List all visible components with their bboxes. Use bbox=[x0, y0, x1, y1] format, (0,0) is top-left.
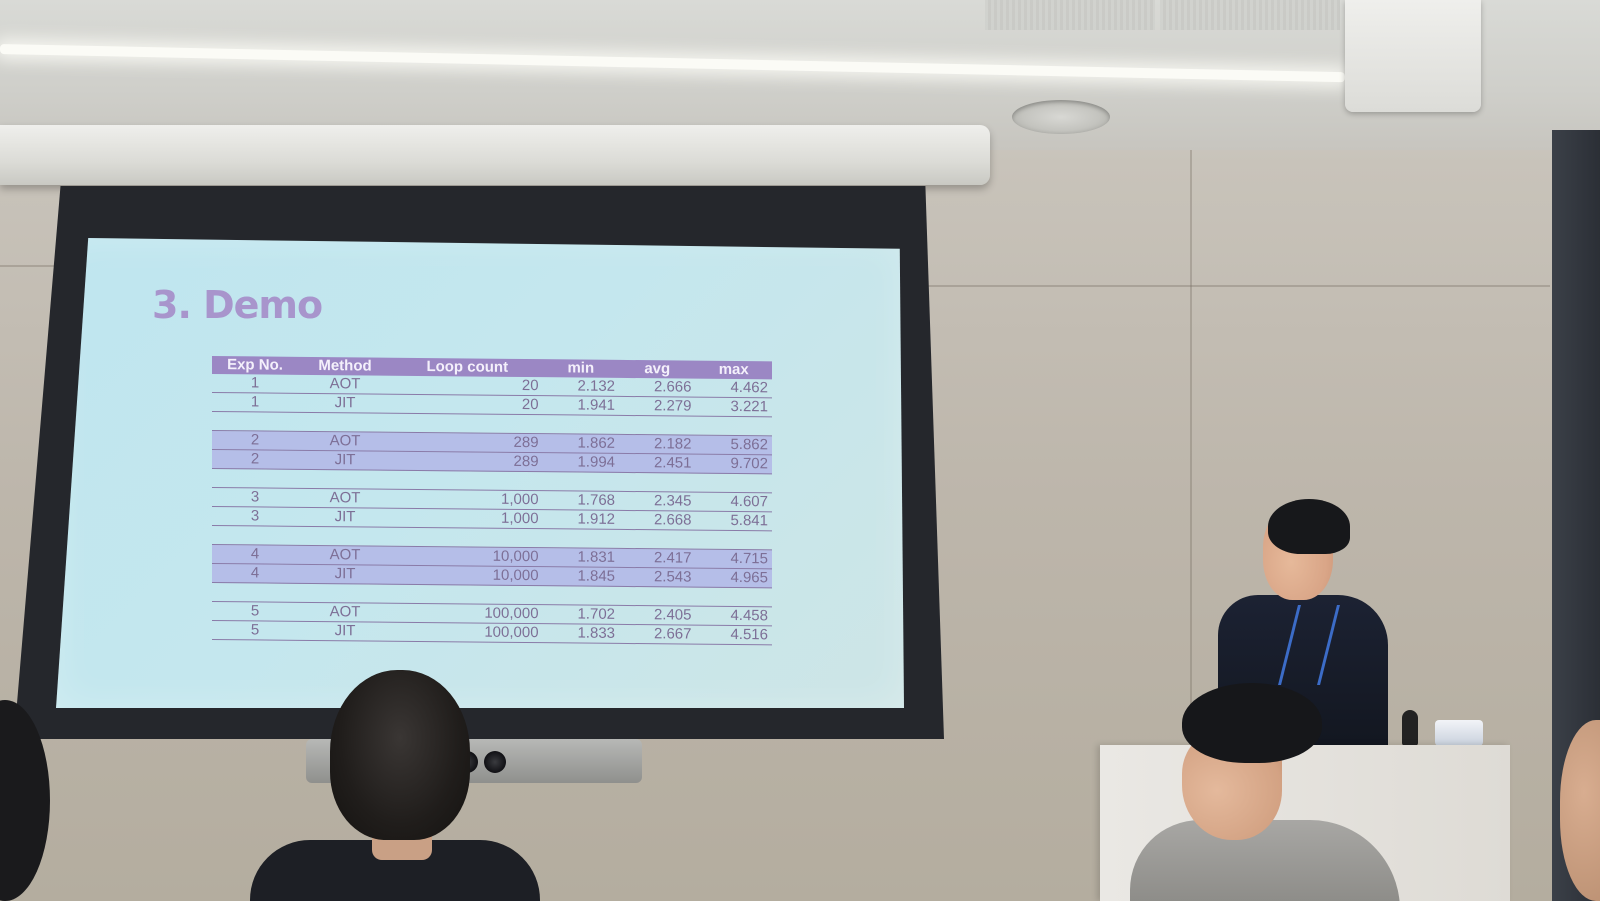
cell-exp: 3 bbox=[212, 506, 298, 527]
header-min: min bbox=[542, 359, 620, 378]
presenter-hair bbox=[1268, 499, 1350, 554]
audience-member-head bbox=[330, 670, 470, 840]
cell-method: AOT bbox=[298, 488, 392, 509]
cell-loop: 1,000 bbox=[392, 508, 543, 529]
cell-min: 2.132 bbox=[542, 377, 620, 397]
cell-min: 1.994 bbox=[542, 452, 620, 473]
cell-exp: 1 bbox=[212, 392, 298, 413]
cell-method: AOT bbox=[298, 374, 392, 395]
cell-min: 1.912 bbox=[542, 509, 620, 530]
cell-exp: 4 bbox=[212, 563, 298, 584]
cell-avg: 2.279 bbox=[619, 396, 696, 417]
wall-panel-seam bbox=[920, 285, 1550, 287]
cell-max: 4.715 bbox=[695, 549, 772, 569]
cell-method: JIT bbox=[298, 621, 392, 642]
cell-min: 1.702 bbox=[542, 604, 620, 625]
cell-method: JIT bbox=[298, 507, 392, 528]
cell-loop: 10,000 bbox=[392, 546, 543, 567]
cell-max: 5.841 bbox=[695, 511, 772, 531]
cup bbox=[1435, 720, 1483, 746]
cell-max: 3.221 bbox=[695, 397, 772, 417]
cell-max: 4.458 bbox=[695, 606, 772, 626]
header-max: max bbox=[695, 360, 772, 380]
cell-loop: 289 bbox=[392, 432, 543, 453]
cell-max: 4.516 bbox=[695, 625, 772, 645]
cell-loop: 289 bbox=[392, 451, 543, 472]
slide-title: 3. Demo bbox=[152, 283, 323, 327]
cell-exp: 2 bbox=[212, 449, 298, 470]
cell-min: 1.768 bbox=[542, 490, 620, 511]
projector-screen-housing bbox=[0, 125, 990, 185]
cell-min: 1.833 bbox=[542, 623, 620, 644]
cell-avg: 2.667 bbox=[619, 624, 696, 645]
audience-member-hair bbox=[1182, 683, 1322, 763]
cell-max: 4.965 bbox=[695, 568, 772, 588]
cell-avg: 2.543 bbox=[619, 567, 696, 588]
header-method: Method bbox=[298, 356, 392, 376]
ceiling-tile bbox=[1160, 0, 1340, 30]
cell-loop: 20 bbox=[392, 394, 543, 415]
cell-method: AOT bbox=[298, 431, 392, 452]
cell-max: 4.462 bbox=[695, 378, 772, 398]
cell-min: 1.862 bbox=[542, 433, 620, 454]
cell-avg: 2.182 bbox=[619, 434, 696, 455]
cell-loop: 100,000 bbox=[392, 622, 543, 643]
cell-avg: 2.668 bbox=[619, 510, 696, 531]
header-avg: avg bbox=[619, 359, 696, 379]
cell-exp: 5 bbox=[212, 601, 298, 622]
cell-method: JIT bbox=[298, 564, 392, 585]
cell-exp: 2 bbox=[212, 430, 298, 451]
ceiling-projector bbox=[1345, 0, 1481, 112]
header-loop-count: Loop count bbox=[392, 357, 543, 378]
cell-method: AOT bbox=[298, 545, 392, 566]
cell-avg: 2.345 bbox=[619, 491, 696, 512]
cell-min: 1.831 bbox=[542, 547, 620, 568]
results-table: Exp No. Method Loop count min avg max 1 … bbox=[212, 356, 772, 645]
cell-exp: 3 bbox=[212, 487, 298, 508]
cell-exp: 4 bbox=[212, 544, 298, 565]
wall-panel-seam bbox=[0, 265, 60, 267]
cell-method: JIT bbox=[298, 450, 392, 471]
cell-max: 4.607 bbox=[695, 492, 772, 512]
cell-min: 1.941 bbox=[542, 395, 620, 416]
cell-loop: 10,000 bbox=[392, 565, 543, 586]
cell-method: AOT bbox=[298, 602, 392, 623]
cell-max: 9.702 bbox=[695, 454, 772, 474]
camera-lens-icon bbox=[484, 751, 506, 773]
cell-method: JIT bbox=[298, 393, 392, 414]
cell-avg: 2.405 bbox=[619, 605, 696, 626]
cell-min: 1.845 bbox=[542, 566, 620, 587]
ceiling-speaker bbox=[1012, 100, 1110, 134]
audience-member-hoodie bbox=[1130, 820, 1400, 901]
header-exp-no: Exp No. bbox=[212, 356, 298, 375]
microphone-icon bbox=[1402, 710, 1418, 746]
cell-exp: 5 bbox=[212, 620, 298, 641]
results-table-container: Exp No. Method Loop count min avg max 1 … bbox=[212, 356, 772, 645]
wall-panel-seam bbox=[1190, 150, 1192, 740]
ceiling-tile bbox=[985, 0, 1155, 30]
cell-exp: 1 bbox=[212, 374, 298, 394]
cell-loop: 20 bbox=[392, 375, 543, 396]
cell-avg: 2.666 bbox=[619, 377, 696, 398]
cell-avg: 2.451 bbox=[619, 453, 696, 474]
cell-avg: 2.417 bbox=[619, 548, 696, 569]
cell-loop: 100,000 bbox=[392, 603, 543, 624]
cell-max: 5.862 bbox=[695, 435, 772, 455]
cell-loop: 1,000 bbox=[392, 489, 543, 510]
